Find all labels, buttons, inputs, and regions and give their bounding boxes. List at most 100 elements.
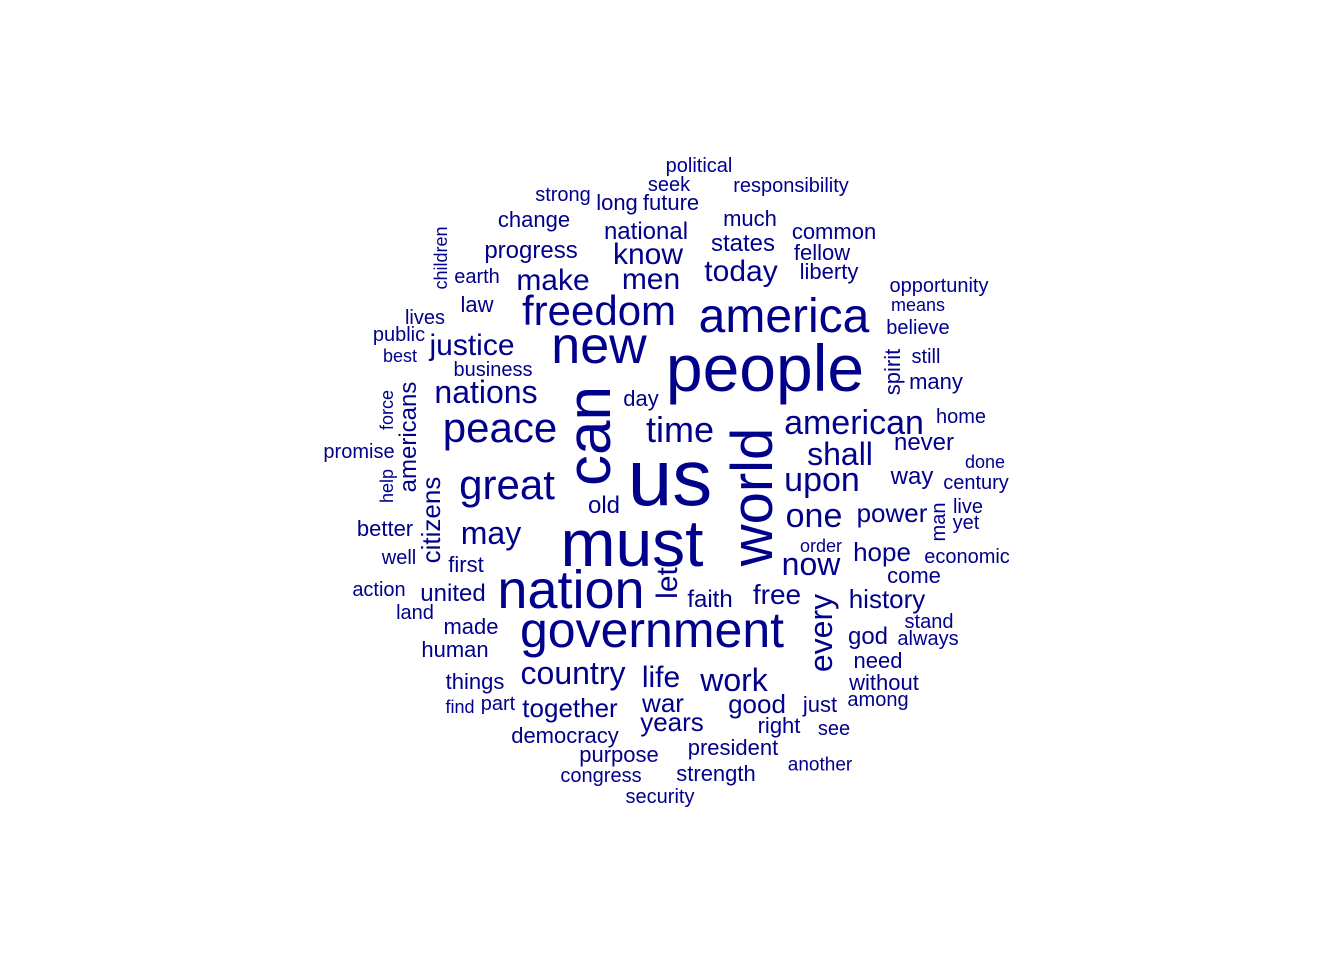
word-much: much (723, 206, 777, 231)
word-democracy: democracy (511, 723, 619, 748)
word-free: free (752, 579, 802, 610)
word-can: can (555, 386, 624, 486)
word-good: good (728, 689, 786, 719)
word-done: done (964, 452, 1006, 472)
word-always: always (897, 628, 959, 650)
word-today: today (704, 255, 778, 288)
word-purpose: purpose (579, 742, 659, 767)
word-know: know (612, 238, 684, 271)
word-us: us (627, 433, 713, 522)
word-history: history (848, 584, 926, 614)
word-new: new (551, 317, 647, 375)
word-believe: believe (886, 317, 950, 339)
word-years: years (640, 707, 704, 737)
word-century: century (943, 472, 1009, 494)
word-help: help (377, 468, 397, 504)
word-nation: nation (497, 560, 645, 620)
word-better: better (356, 516, 414, 541)
word-faith: faith (687, 586, 733, 613)
word-liberty: liberty (799, 259, 859, 284)
word-man: man (928, 502, 950, 542)
word-national: national (603, 218, 689, 245)
word-land: land (396, 602, 434, 624)
word-yet: yet (952, 512, 980, 534)
word-may: may (460, 515, 522, 551)
word-together: together (522, 693, 618, 723)
word-people: people (665, 331, 865, 405)
word-never: never (893, 429, 955, 456)
word-well: well (381, 547, 417, 569)
word-order: order (799, 536, 843, 556)
word-president: president (687, 735, 779, 760)
word-long: long (596, 190, 638, 215)
word-shall: shall (807, 436, 873, 472)
word-stand: stand (904, 611, 954, 633)
word-best: best (382, 346, 418, 366)
word-one: one (785, 497, 843, 535)
word-day: day (623, 386, 659, 411)
word-human: human (421, 637, 489, 662)
word-just: just (802, 692, 838, 717)
word-american: american (784, 404, 924, 442)
word-states: states (710, 230, 776, 257)
word-made: made (443, 614, 499, 639)
word-strength: strength (676, 761, 756, 786)
word-world: world (720, 427, 785, 567)
word-security: security (625, 786, 695, 808)
word-must: must (560, 506, 704, 580)
word-home: home (935, 406, 987, 428)
word-economic: economic (924, 546, 1010, 568)
word-way: way (890, 463, 934, 490)
word-men: men (621, 263, 681, 296)
word-united: united (420, 580, 486, 607)
word-old: old (587, 492, 621, 519)
word-freedom: freedom (521, 287, 677, 334)
word-progress: progress (484, 237, 578, 264)
word-common: common (791, 219, 877, 244)
word-part: part (480, 693, 516, 715)
word-law: law (460, 292, 494, 317)
word-god: god (847, 623, 889, 650)
word-strong: strong (535, 184, 591, 206)
word-great: great (459, 461, 555, 508)
word-promise: promise (323, 441, 395, 463)
word-without: without (849, 670, 919, 695)
word-see: see (817, 718, 851, 740)
word-power: power (856, 498, 928, 528)
word-still: still (911, 346, 941, 368)
word-life: life (641, 661, 681, 694)
word-among: among (847, 689, 909, 711)
word-business: business (453, 359, 533, 381)
word-find: find (445, 697, 475, 717)
word-action: action (352, 579, 406, 601)
word-work: work (700, 662, 768, 698)
word-change: change (497, 207, 571, 232)
word-earth: earth (454, 266, 500, 288)
word-america: america (698, 290, 870, 343)
word-seek: seek (647, 174, 691, 196)
word-force: force (377, 389, 397, 431)
word-nations: nations (434, 374, 538, 410)
word-now: now (781, 546, 841, 582)
word-lives: lives (404, 307, 446, 329)
word-responsibility: responsibility (733, 175, 849, 197)
word-upon: upon (784, 461, 860, 499)
word-children: children (431, 226, 451, 290)
word-means: means (890, 295, 946, 315)
word-government: government (519, 602, 785, 658)
word-time: time (645, 409, 715, 450)
word-another: another (787, 754, 853, 776)
word-first: first (448, 552, 484, 577)
word-congress: congress (560, 765, 642, 787)
word-opportunity: opportunity (889, 275, 989, 297)
word-every: every (803, 593, 839, 673)
word-come: come (887, 563, 941, 588)
word-war: war (642, 688, 684, 718)
word-hope: hope (853, 537, 911, 567)
word-fellow: fellow (793, 240, 851, 265)
word-spirit: spirit (880, 348, 905, 396)
word-country: country (520, 655, 626, 691)
word-need: need (853, 648, 903, 673)
word-right: right (757, 713, 801, 738)
